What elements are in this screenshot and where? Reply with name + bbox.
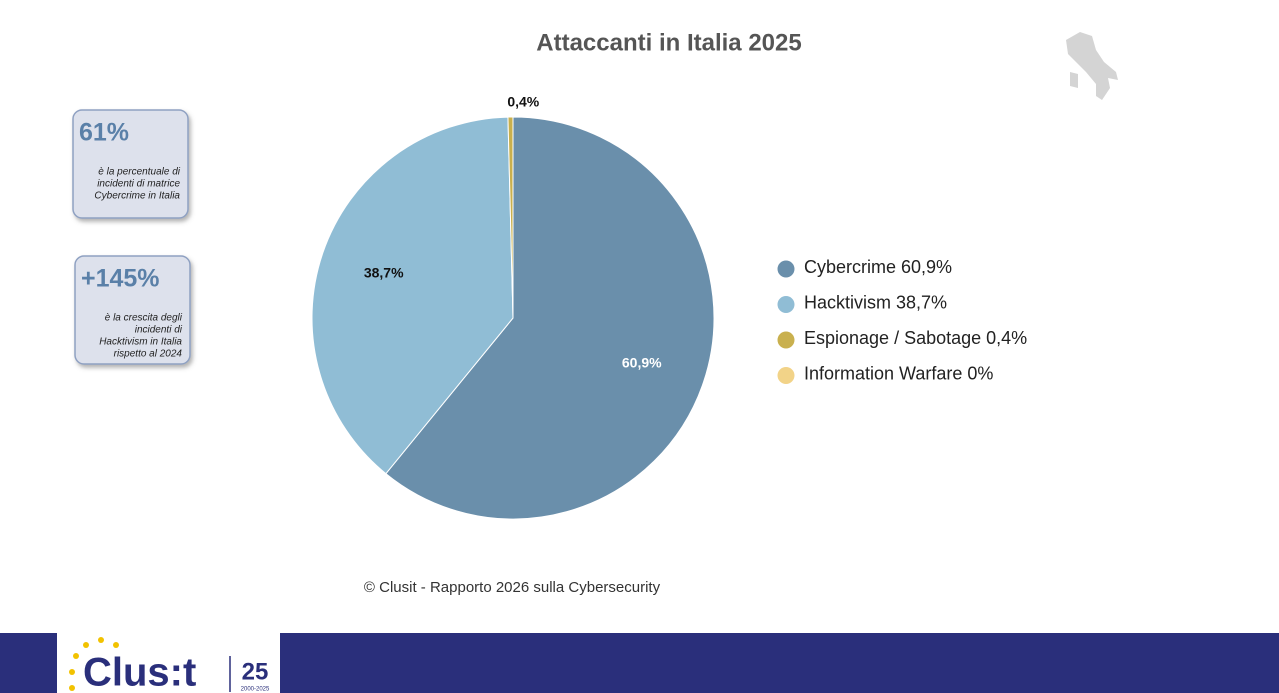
legend-marker (777, 331, 795, 349)
logo-stars (69, 637, 119, 691)
logo-badge: 25 (242, 658, 269, 685)
data-label: 0,4% (507, 94, 539, 110)
stat-caption: incidenti di matrice (97, 179, 180, 190)
logo-years: 2000-2025 (241, 687, 270, 693)
legend-label: Espionage / Sabotage 0,4% (804, 328, 1027, 348)
legend-marker (777, 296, 795, 313)
chart-title: Attaccanti in Italia 2025 (536, 29, 801, 56)
legend-marker (777, 367, 795, 384)
italy-icon (1066, 32, 1118, 100)
stat-caption: è la percentuale di (98, 167, 181, 178)
stat-caption: è la crescita degli (105, 313, 183, 324)
stat-box (74, 255, 191, 365)
legend-label: Hacktivism 38,7% (804, 292, 947, 312)
stat-value: +145% (81, 265, 160, 293)
legend-marker (777, 260, 795, 278)
logo-name: Clus:t (83, 651, 196, 693)
stat-caption: incidenti di (135, 325, 183, 336)
stat-box (72, 109, 189, 219)
legend-label: Cybercrime 60,9% (804, 257, 952, 277)
legend-label: Information Warfare 0% (804, 363, 993, 383)
stat-caption: Hacktivism in Italia (99, 337, 182, 348)
pie-slice (311, 116, 514, 475)
data-label: 38,7% (364, 264, 404, 280)
stat-value: 61% (79, 119, 129, 147)
pie-slice (385, 116, 715, 520)
stat-caption: rispetto al 2024 (114, 349, 183, 360)
logo-box (57, 633, 280, 693)
stat-caption: Cybercrime in Italia (94, 191, 180, 202)
source: © Clusit - Rapporto 2026 sulla Cybersecu… (364, 579, 661, 596)
data-label: 60,9% (622, 355, 662, 371)
